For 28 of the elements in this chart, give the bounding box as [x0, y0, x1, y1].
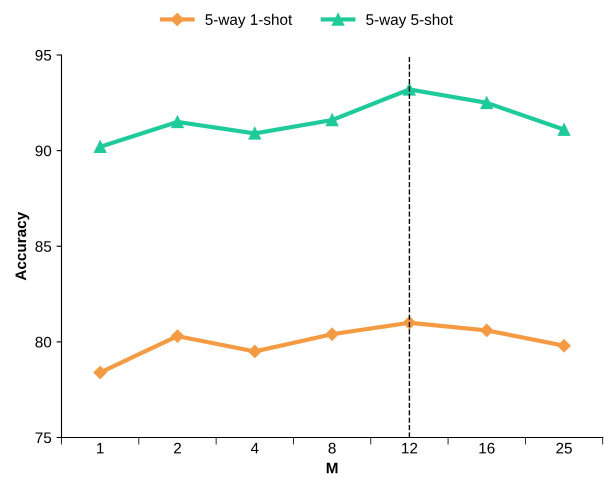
y-axis-title: Accuracy [16, 212, 30, 280]
point [94, 366, 107, 380]
point [480, 324, 494, 337]
point [326, 328, 339, 341]
point [558, 123, 570, 136]
x-tick-label: 25 [556, 442, 572, 454]
point [557, 339, 571, 352]
y-tick-label: 75 [36, 432, 52, 444]
y-tick-label: 80 [35, 336, 52, 348]
point [480, 96, 493, 110]
legend-label: 5-way 5-shot [366, 14, 453, 28]
x-tick-label: 4 [250, 442, 259, 454]
y-tick-label: 85 [35, 241, 52, 252]
y-tick-label: 95 [36, 50, 52, 61]
y-tick-label: 90 [36, 145, 52, 156]
x-tick-label: 12 [402, 442, 418, 454]
x-tick-label: 1 [97, 442, 104, 454]
point [326, 114, 338, 126]
legend-label: 5-way 1-shot [205, 14, 292, 28]
point [94, 140, 106, 154]
x-tick-label: 8 [328, 442, 336, 454]
x-axis-title: M [326, 462, 338, 474]
point [248, 344, 262, 358]
x-tick-label: 16 [479, 442, 495, 454]
point [248, 127, 262, 140]
point [171, 116, 184, 128]
x-tick-label: 2 [174, 442, 181, 454]
point [170, 330, 184, 343]
